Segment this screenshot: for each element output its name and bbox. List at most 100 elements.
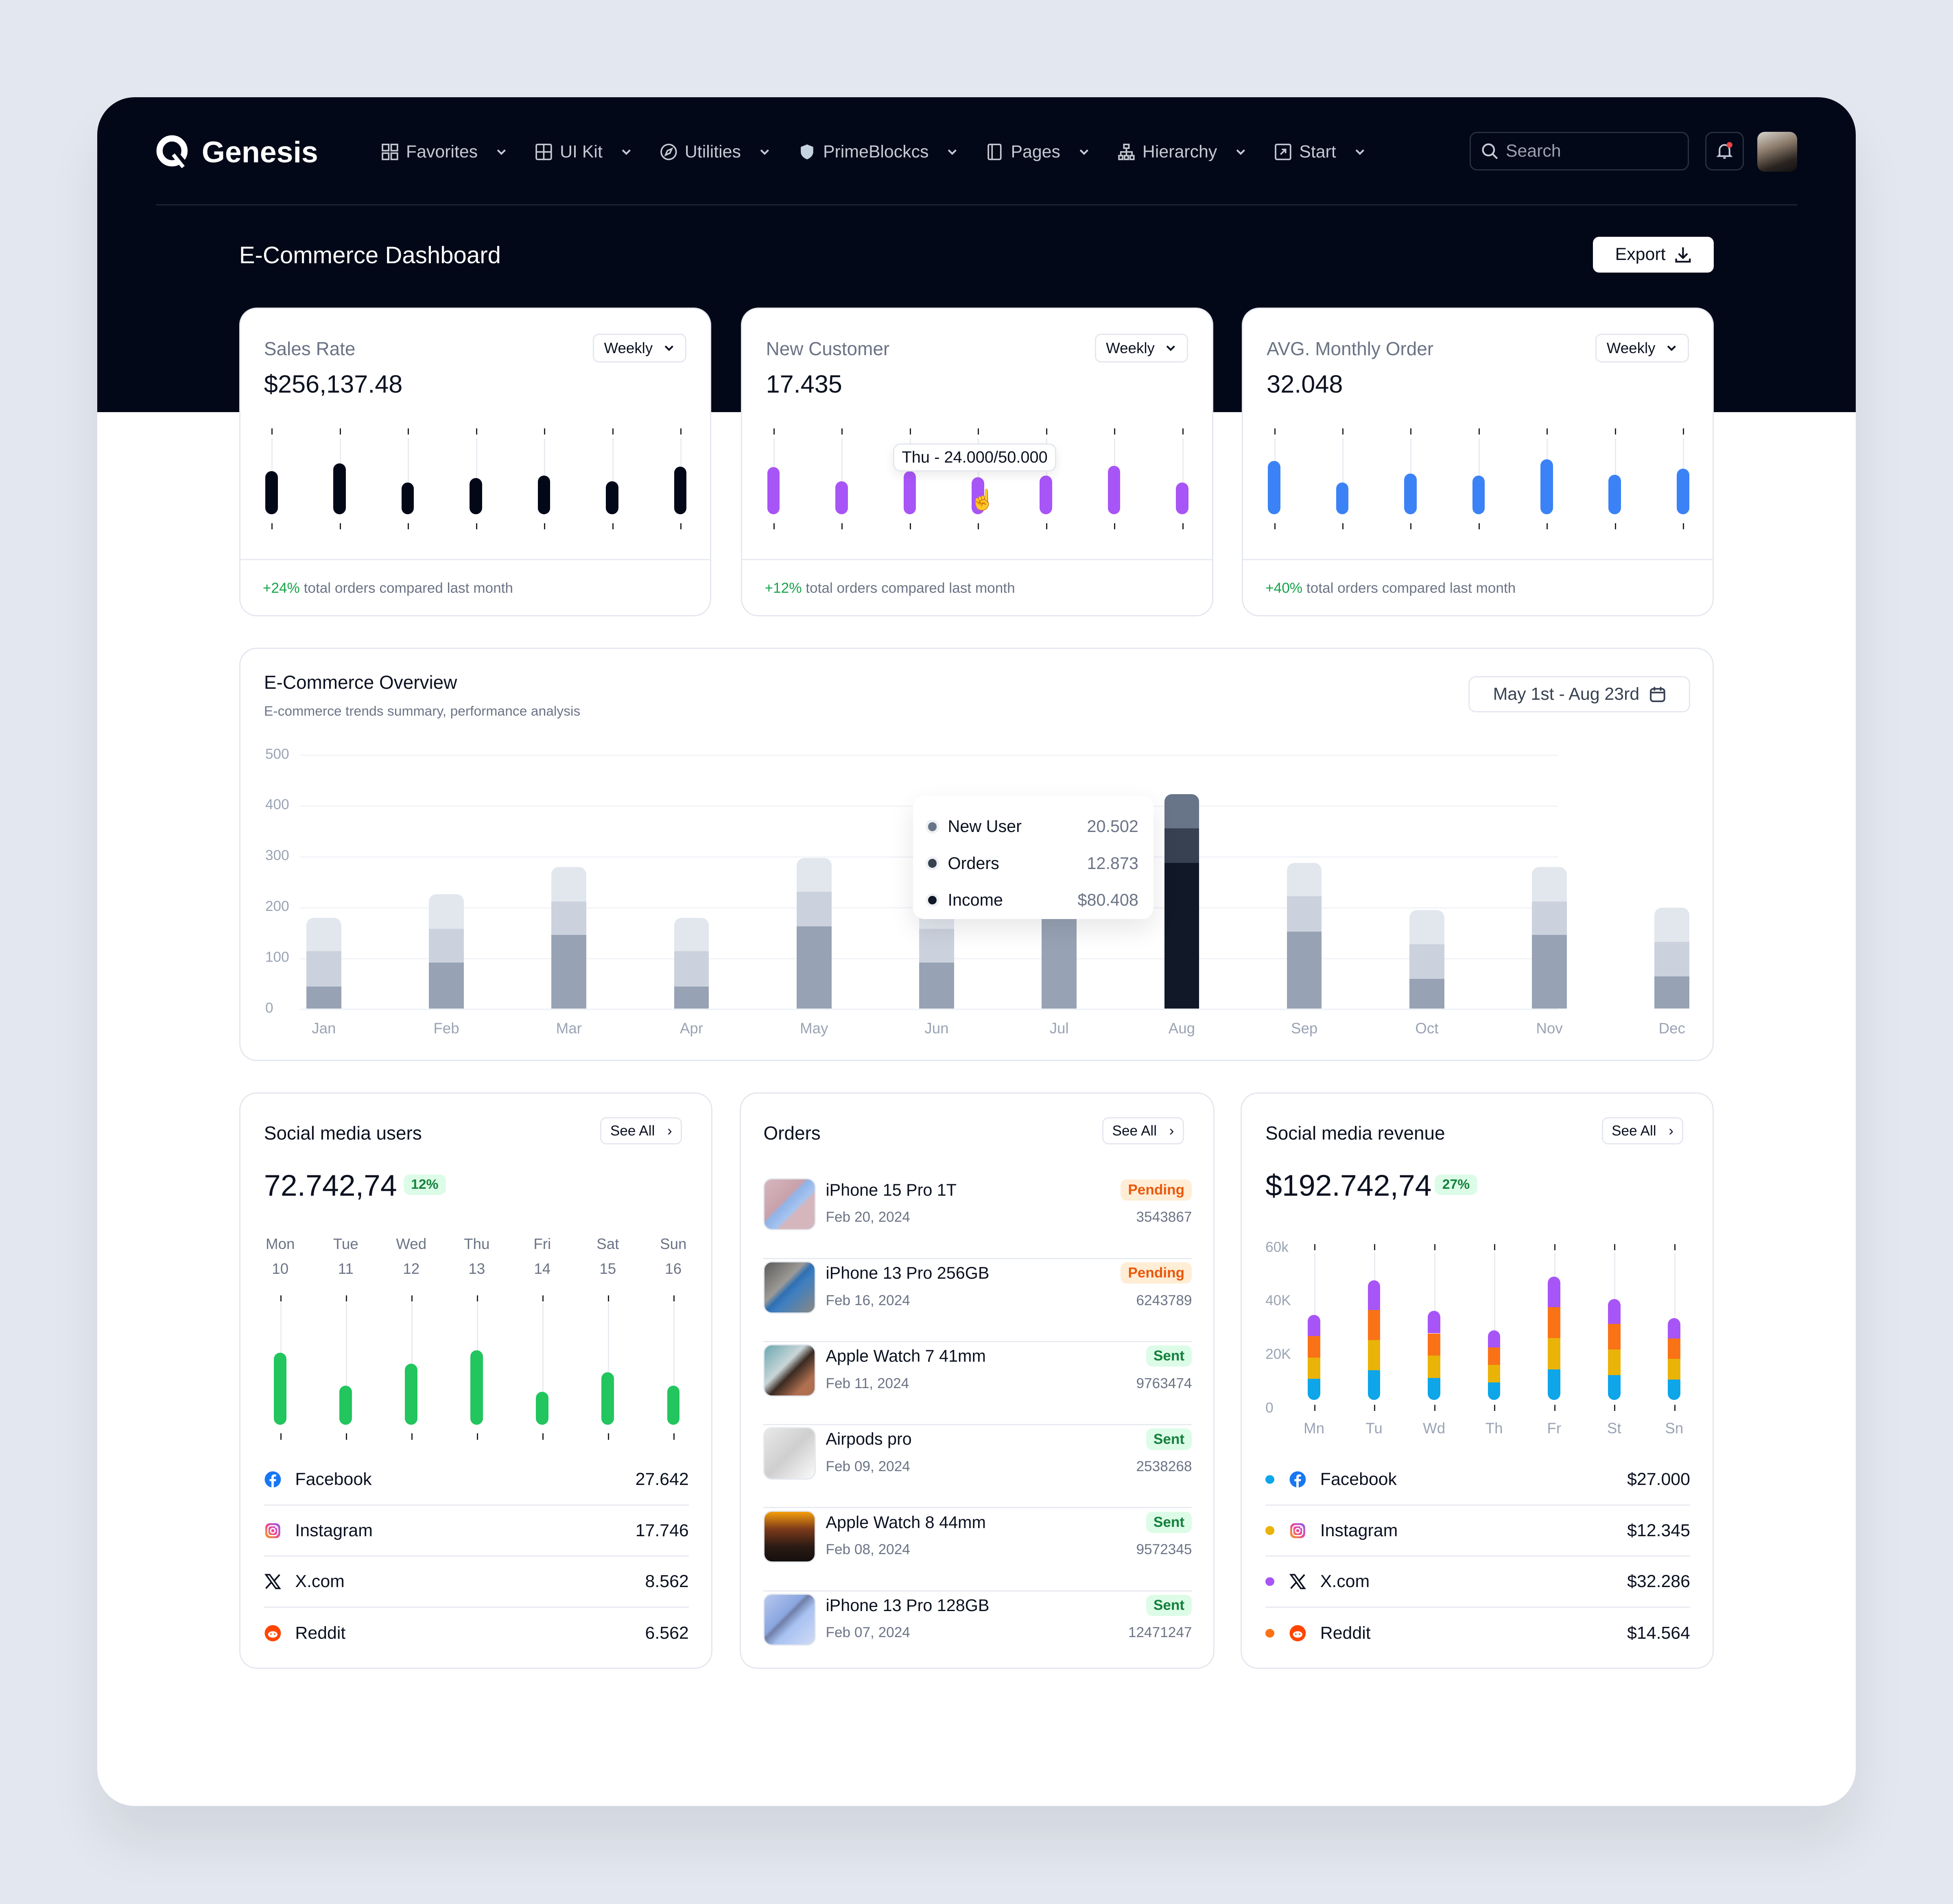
- revenue-bar-instagram[interactable]: [1608, 1349, 1621, 1375]
- revenue-bar-x-com[interactable]: [1368, 1280, 1381, 1310]
- bar-orders-jun[interactable]: [919, 929, 954, 963]
- revenue-bar-reddit[interactable]: [1368, 1310, 1381, 1340]
- users-bar[interactable]: [470, 1350, 483, 1425]
- bar-new-user-dec[interactable]: [1654, 907, 1690, 942]
- revenue-bar-instagram[interactable]: [1308, 1357, 1320, 1379]
- kpi-bar[interactable]: [1268, 461, 1280, 515]
- revenue-bar-facebook[interactable]: [1428, 1378, 1440, 1400]
- bar-orders-sep[interactable]: [1287, 896, 1322, 932]
- bar-income-jun[interactable]: [919, 962, 954, 1009]
- revenue-bar-instagram[interactable]: [1428, 1356, 1440, 1378]
- revenue-bar-facebook[interactable]: [1548, 1369, 1560, 1400]
- bar-orders-may[interactable]: [796, 892, 832, 927]
- users-bar[interactable]: [667, 1385, 680, 1425]
- kpi-bar[interactable]: [1676, 469, 1689, 515]
- orders-see-all-button[interactable]: See All ›: [1102, 1117, 1184, 1145]
- bar-orders-apr[interactable]: [674, 951, 709, 987]
- period-dropdown[interactable]: Weekly: [1094, 334, 1188, 362]
- bar-income-dec[interactable]: [1654, 976, 1690, 1009]
- kpi-bar[interactable]: [606, 481, 618, 515]
- bar-income-mar[interactable]: [551, 935, 587, 1009]
- nav-item-ui-kit[interactable]: UI Kit: [535, 138, 632, 166]
- list-item[interactable]: Reddit $14.564: [1265, 1608, 1690, 1659]
- bar-income-apr[interactable]: [674, 986, 709, 1009]
- kpi-bar[interactable]: [674, 466, 687, 515]
- bar-income-feb[interactable]: [429, 962, 464, 1009]
- bar-income-jan[interactable]: [306, 986, 341, 1009]
- revenue-bar-x-com[interactable]: [1548, 1276, 1560, 1307]
- nav-item-favorites[interactable]: Favorites: [381, 138, 508, 166]
- kpi-bar[interactable]: [333, 463, 346, 515]
- bar-new-user-aug[interactable]: [1164, 794, 1199, 829]
- nav-item-utilities[interactable]: Utilities: [660, 138, 771, 166]
- revenue-bar-reddit[interactable]: [1548, 1307, 1560, 1338]
- revenue-bar-reddit[interactable]: [1308, 1336, 1320, 1358]
- kpi-bar[interactable]: [1040, 476, 1053, 515]
- kpi-bar[interactable]: [903, 471, 916, 515]
- users-bar[interactable]: [536, 1391, 549, 1425]
- users-bar[interactable]: [601, 1372, 614, 1425]
- order-row[interactable]: iPhone 15 Pro 1T Feb 20, 2024 Pending 35438…: [763, 1176, 1192, 1259]
- kpi-bar[interactable]: [537, 476, 551, 515]
- revenue-bar-facebook[interactable]: [1668, 1380, 1681, 1400]
- order-row[interactable]: Apple Watch 7 41mm Feb 11, 2024 Sent 976347…: [763, 1342, 1192, 1426]
- order-row[interactable]: iPhone 13 Pro 128GB Feb 07, 2024 Sent 12471…: [763, 1591, 1192, 1675]
- bar-new-user-jan[interactable]: [306, 917, 341, 952]
- date-range-picker[interactable]: May 1st - Aug 23rd: [1468, 676, 1690, 712]
- kpi-bar[interactable]: [1540, 459, 1553, 515]
- bar-orders-aug[interactable]: [1164, 828, 1199, 863]
- bar-income-sep[interactable]: [1287, 931, 1322, 1009]
- revenue-bar-facebook[interactable]: [1488, 1382, 1501, 1400]
- list-item[interactable]: Instagram $12.345: [1265, 1506, 1690, 1557]
- revenue-bar-instagram[interactable]: [1488, 1365, 1501, 1382]
- revenue-bar-reddit[interactable]: [1668, 1338, 1681, 1359]
- users-bar[interactable]: [274, 1352, 286, 1425]
- kpi-bar[interactable]: [1472, 476, 1485, 515]
- bar-income-oct[interactable]: [1409, 978, 1444, 1009]
- revenue-bar-facebook[interactable]: [1308, 1378, 1320, 1400]
- kpi-bar[interactable]: [835, 481, 848, 515]
- revenue-bar-x-com[interactable]: [1608, 1299, 1621, 1324]
- notifications-button[interactable]: [1705, 132, 1744, 171]
- revenue-bar-x-com[interactable]: [1428, 1311, 1440, 1334]
- revenue-bar-facebook[interactable]: [1608, 1375, 1621, 1400]
- period-dropdown[interactable]: Weekly: [1595, 334, 1689, 362]
- revenue-bar-x-com[interactable]: [1308, 1315, 1320, 1336]
- bar-orders-oct[interactable]: [1409, 944, 1444, 979]
- bar-new-user-apr[interactable]: [674, 917, 709, 952]
- nav-item-pages[interactable]: Pages: [986, 138, 1090, 166]
- bar-orders-nov[interactable]: [1532, 901, 1567, 935]
- kpi-bar[interactable]: [265, 471, 278, 515]
- revenue-bar-reddit[interactable]: [1428, 1333, 1440, 1356]
- list-item[interactable]: Reddit 6.562: [264, 1608, 689, 1659]
- bar-income-aug[interactable]: [1164, 863, 1199, 1009]
- bar-income-nov[interactable]: [1532, 935, 1567, 1009]
- list-item[interactable]: X.com 8.562: [264, 1557, 689, 1608]
- list-item[interactable]: Instagram 17.746: [264, 1506, 689, 1557]
- revenue-bar-reddit[interactable]: [1488, 1347, 1501, 1365]
- order-row[interactable]: Apple Watch 8 44mm Feb 08, 2024 Sent 957234…: [763, 1508, 1192, 1592]
- kpi-bar[interactable]: [971, 477, 984, 515]
- period-dropdown[interactable]: Weekly: [593, 334, 686, 362]
- bar-new-user-sep[interactable]: [1287, 863, 1322, 897]
- revenue-bar-reddit[interactable]: [1608, 1324, 1621, 1349]
- order-row[interactable]: iPhone 13 Pro 256GB Feb 16, 2024 Pending 62…: [763, 1259, 1192, 1342]
- kpi-bar[interactable]: [1608, 475, 1621, 515]
- revenue-bar-instagram[interactable]: [1668, 1359, 1681, 1380]
- search-input[interactable]: Search: [1470, 132, 1689, 171]
- bar-orders-jan[interactable]: [306, 951, 341, 987]
- logo[interactable]: Genesis: [156, 135, 318, 170]
- order-row[interactable]: Airpods pro Feb 09, 2024 Sent 2538268: [763, 1425, 1192, 1509]
- list-item[interactable]: Facebook 27.642: [264, 1454, 689, 1506]
- bar-orders-dec[interactable]: [1654, 941, 1690, 976]
- revenue-bar-facebook[interactable]: [1368, 1370, 1381, 1400]
- nav-item-start[interactable]: Start: [1274, 138, 1366, 166]
- kpi-bar[interactable]: [767, 467, 780, 515]
- bar-new-user-oct[interactable]: [1409, 910, 1444, 944]
- kpi-bar[interactable]: [1108, 465, 1121, 515]
- bar-income-may[interactable]: [796, 926, 832, 1009]
- bar-new-user-mar[interactable]: [551, 867, 587, 902]
- bar-new-user-may[interactable]: [796, 858, 832, 892]
- bar-orders-mar[interactable]: [551, 901, 587, 935]
- kpi-bar[interactable]: [470, 478, 482, 515]
